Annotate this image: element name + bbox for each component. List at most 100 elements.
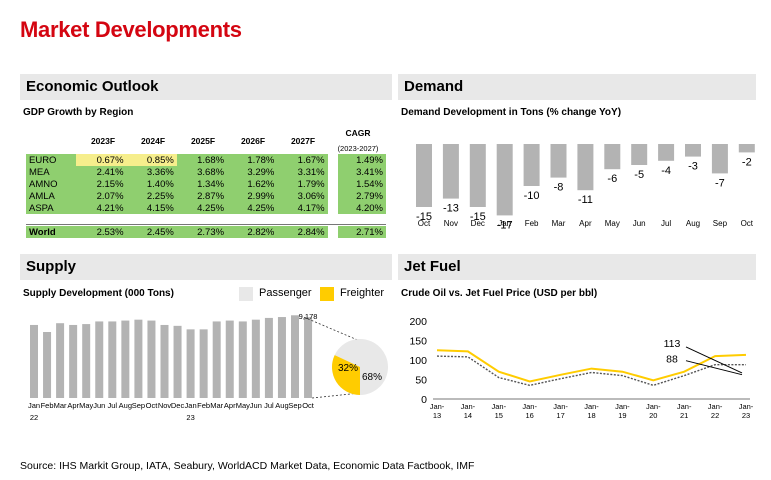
gdp-value: 4.15% [126, 202, 177, 214]
demand-x-label: Dec [471, 219, 485, 228]
supply-bar [134, 319, 143, 398]
supply-bar [251, 319, 260, 398]
col-cagr: CAGR [345, 128, 371, 138]
demand-bar [469, 144, 486, 207]
source-note: Source: IHS Markit Group, IATA, Seabury,… [20, 460, 475, 472]
demand-value-label: -10 [524, 190, 540, 202]
gdp-value: 1.67% [277, 154, 328, 166]
table-row-world: World 2.53% 2.45% 2.73% 2.82% 2.84% 2.71% [26, 226, 386, 238]
fuel-x-tick: 23 [742, 411, 750, 420]
fuel-x-tick: 15 [495, 411, 503, 420]
demand-bar [550, 144, 567, 178]
table-row: EURO 0.67% 0.85% 1.68% 1.78% 1.67% 1.49% [26, 154, 386, 166]
supply-bar [238, 321, 247, 398]
gdp-value: 1.79% [277, 178, 328, 190]
jetfuel-subtitle: Crude Oil vs. Jet Fuel Price (USD per bb… [401, 288, 598, 299]
demand-value-label: -2 [742, 156, 752, 168]
fuel-x-tick: Jan- [430, 402, 445, 411]
gdp-value: 2.25% [126, 190, 177, 202]
demand-bar [577, 144, 594, 191]
supply-bar [160, 324, 169, 398]
spacer [328, 154, 338, 166]
fuel-y-tick: 200 [409, 316, 427, 328]
gdp-value: 2.73% [176, 226, 228, 238]
gdp-value: 3.31% [277, 166, 328, 178]
supply-x-label: Feb [197, 401, 210, 410]
demand-x-label: Nov [444, 219, 458, 228]
supply-bar [277, 317, 286, 398]
supply-x-label: Sep [132, 401, 145, 410]
supply-x-label: Oct [146, 401, 159, 410]
region-label: World [26, 226, 77, 238]
supply-bar [304, 317, 313, 398]
supply-x-label: Apr [224, 401, 236, 410]
fuel-x-tick: Jan- [677, 402, 692, 411]
supply-x-label: May [79, 401, 93, 410]
cagr-value: 2.71% [337, 226, 386, 238]
demand-bar [685, 144, 701, 157]
table-row: MEA 2.41% 3.36% 3.68% 3.29% 3.31% 3.41% [26, 166, 386, 178]
supply-x-label: Jun [93, 401, 105, 410]
annotation-88: 88 [666, 354, 678, 366]
cagr-value: 1.54% [337, 178, 386, 190]
demand-panel: Demand Demand Development in Tons (% cha… [398, 74, 756, 249]
supply-bar [291, 315, 299, 398]
demand-bar [738, 144, 755, 153]
demand-x-label: Feb [525, 219, 539, 228]
fuel-y-tick: 100 [409, 355, 427, 367]
pie-freighter-label: 32% [338, 363, 358, 374]
supply-x-label: Jul [108, 401, 118, 410]
fuel-x-tick: 21 [680, 411, 688, 420]
gdp-value: 1.40% [126, 178, 177, 190]
supply-bar [186, 329, 195, 398]
cagr-value: 4.20% [337, 202, 386, 214]
demand-bar [604, 144, 621, 170]
supply-x-label: Jan [185, 401, 197, 410]
fuel-x-tick: Jan- [553, 402, 568, 411]
supply-bar [95, 321, 104, 398]
supply-x-label: Jul [264, 401, 274, 410]
fuel-x-tick: 16 [526, 411, 534, 420]
demand-bar [523, 144, 540, 186]
spacer-row [26, 214, 386, 225]
col-cagr-period: (2023-2027) [337, 144, 379, 153]
crude-oil-line [436, 355, 746, 387]
economic-outlook-header: Economic Outlook [20, 74, 392, 100]
demand-x-label: Apr [579, 219, 592, 228]
annotation-113: 113 [664, 338, 681, 350]
demand-value-label: -3 [688, 161, 698, 173]
fuel-x-tick: Jan- [739, 402, 754, 411]
fuel-x-tick: Jan- [492, 402, 507, 411]
gdp-value: 2.99% [227, 190, 278, 202]
gdp-value: 3.68% [176, 166, 228, 178]
supply-year-22: 22 [30, 413, 38, 422]
col-2025: 2025F [190, 136, 216, 146]
supply-bar [108, 321, 117, 398]
supply-bar [173, 325, 182, 398]
region-label: AMNO [26, 178, 77, 190]
supply-year-23: 23 [186, 413, 194, 422]
demand-bar [711, 144, 728, 174]
supply-x-label: Aug [119, 401, 132, 410]
fuel-x-tick: 17 [556, 411, 564, 420]
supply-x-label: Feb [41, 401, 54, 410]
demand-value-label: -4 [661, 165, 671, 177]
supply-x-label: Jun [250, 401, 262, 410]
spacer [328, 202, 338, 214]
legend-freighter-swatch [320, 287, 334, 301]
gdp-value: 4.25% [176, 202, 228, 214]
fuel-x-tick: 13 [433, 411, 441, 420]
fuel-x-tick: Jan- [646, 402, 661, 411]
fuel-y-tick: 0 [421, 394, 427, 406]
cagr-value: 3.41% [337, 166, 386, 178]
supply-x-label: May [236, 401, 250, 410]
connector-line [303, 316, 361, 342]
legend-passenger-swatch [239, 287, 253, 301]
demand-x-label: May [605, 219, 620, 228]
fuel-x-tick: Jan- [522, 402, 537, 411]
demand-x-label: Oct [741, 219, 754, 228]
fuel-x-tick: Jan- [615, 402, 630, 411]
gdp-value: 1.34% [176, 178, 228, 190]
demand-x-label: Jul [661, 219, 671, 228]
